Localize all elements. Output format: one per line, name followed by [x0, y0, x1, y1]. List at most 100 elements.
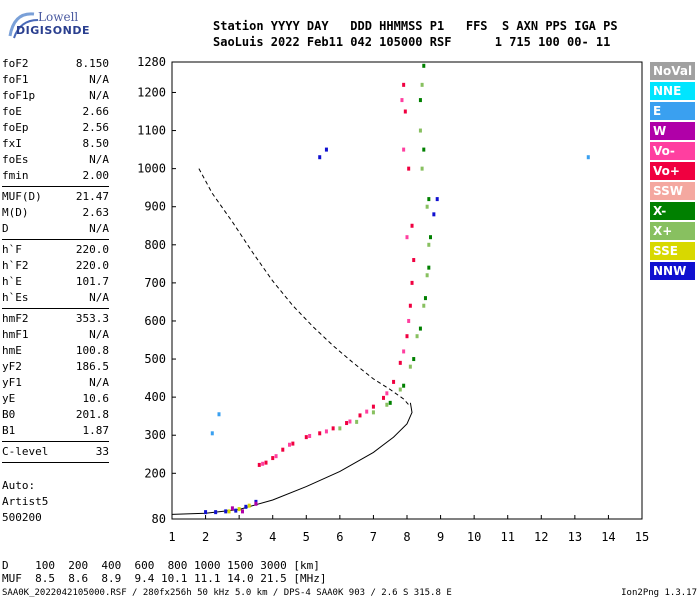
echo-point: [234, 508, 238, 513]
param-row: h`Es N/A: [2, 290, 109, 306]
param-value: N/A: [89, 153, 109, 166]
echo-point: [358, 413, 362, 418]
param-row: h`E 101.7: [2, 274, 109, 290]
legend-item: NNE: [650, 82, 695, 100]
logo-swirl-icon: [8, 12, 39, 39]
auto-version: 500200: [2, 511, 42, 524]
scaled-parameters-panel: foF2 8.150 foF1 N/A foF1p N/A foE 2.66 foEp 2.56 f…: [2, 56, 109, 465]
echo-point: [237, 507, 241, 512]
echo-point: [288, 442, 291, 447]
echo-point: [435, 197, 439, 202]
param-label: foF1p: [2, 89, 36, 102]
echo-point: [398, 360, 402, 365]
chart-axes: [171, 61, 643, 520]
echo-point: [355, 419, 359, 424]
echo-point: [331, 426, 335, 431]
param-value: 101.7: [75, 275, 109, 288]
param-row: hmF2 353.3: [2, 311, 109, 327]
param-row: foEp 2.56: [2, 120, 109, 136]
echo-point: [586, 155, 590, 160]
echo-point: [227, 509, 231, 514]
param-label: hmE: [2, 344, 22, 357]
x-tick-label: 4: [269, 530, 276, 544]
legend-item: X-: [650, 202, 695, 220]
echo-point: [400, 98, 404, 103]
legend-item: NoVal: [650, 62, 695, 80]
polarization-legend: NoVal NNE E W Vo- Vo+ SSW X- X+ SSE NNW: [650, 62, 695, 282]
echo-point: [410, 280, 414, 285]
param-value: 33: [95, 445, 109, 458]
chart-curves: [171, 168, 413, 515]
echo-point: [247, 503, 251, 508]
param-value: 186.5: [75, 360, 109, 373]
param-value: 8.50: [82, 137, 110, 150]
echo-point: [261, 461, 265, 466]
echo-point: [422, 147, 426, 152]
legend-item: W: [650, 122, 695, 140]
echo-point: [402, 349, 406, 354]
echo-point: [425, 204, 429, 209]
y-tick-label: 1280: [137, 55, 166, 69]
echo-point: [318, 431, 322, 436]
param-row: D N/A: [2, 221, 109, 237]
param-label: C-level: [2, 445, 49, 458]
echo-point: [418, 128, 422, 133]
echo-point: [345, 421, 349, 426]
param-row: foF1p N/A: [2, 88, 109, 104]
echo-point: [412, 258, 416, 263]
echo-point: [432, 212, 436, 217]
y-tick-label: 600: [144, 314, 166, 328]
param-row: foEs N/A: [2, 152, 109, 168]
echo-point: [274, 454, 278, 459]
param-value: 2.63: [82, 206, 110, 219]
param-value: 21.47: [75, 190, 109, 203]
header-line-2: SaoLuis 2022 Feb11 042 105000 RSF 1 715 …: [213, 35, 611, 49]
echo-point: [224, 509, 228, 514]
param-row: h`F2 220.0: [2, 258, 109, 274]
param-label: hmF2: [2, 312, 29, 325]
echo-point: [281, 447, 285, 452]
echo-point: [415, 334, 419, 339]
param-value: N/A: [89, 73, 109, 86]
echo-point: [420, 166, 424, 171]
echo-point: [427, 242, 431, 247]
param-value: 201.8: [75, 408, 109, 421]
param-value: 1.87: [82, 424, 110, 437]
param-label: B0: [2, 408, 16, 421]
echo-point: [410, 223, 414, 228]
muf-row: MUF 8.5 8.6 8.9 9.4 10.1 11.1 14.0 21.5 …: [2, 572, 327, 585]
muf-curve-dashed: [198, 168, 411, 408]
echo-point: [257, 462, 261, 467]
legend-item: SSW: [650, 182, 695, 200]
echo-point: [348, 419, 352, 424]
echo-point: [244, 504, 248, 509]
echo-point: [402, 147, 406, 152]
echo-point: [291, 441, 295, 446]
echo-point: [407, 166, 411, 171]
x-tick-label: 1: [168, 530, 175, 544]
param-label: MUF(D): [2, 190, 42, 203]
param-label: foE: [2, 105, 22, 118]
echo-point: [425, 273, 429, 278]
param-label: hmF1: [2, 328, 29, 341]
echo-point: [388, 400, 392, 405]
param-label: h`F2: [2, 259, 29, 272]
param-label: yF1: [2, 376, 22, 389]
x-tick-label: 5: [303, 530, 310, 544]
param-row: B1 1.87: [2, 423, 109, 439]
param-label: B1: [2, 424, 16, 437]
echo-point: [420, 82, 424, 87]
param-row: C-level 33: [2, 444, 109, 460]
legend-item: Vo+: [650, 162, 695, 180]
param-value: N/A: [89, 222, 109, 235]
param-row: fmin 2.00: [2, 168, 109, 184]
echo-point: [230, 506, 234, 511]
echo-point: [324, 429, 328, 434]
param-value: 353.3: [75, 312, 109, 325]
echo-point: [204, 510, 208, 515]
param-row: M(D) 2.63: [2, 205, 109, 221]
echo-point: [392, 379, 396, 384]
x-tick-label: 6: [336, 530, 343, 544]
echo-point: [402, 383, 406, 388]
param-value: 100.8: [75, 344, 109, 357]
